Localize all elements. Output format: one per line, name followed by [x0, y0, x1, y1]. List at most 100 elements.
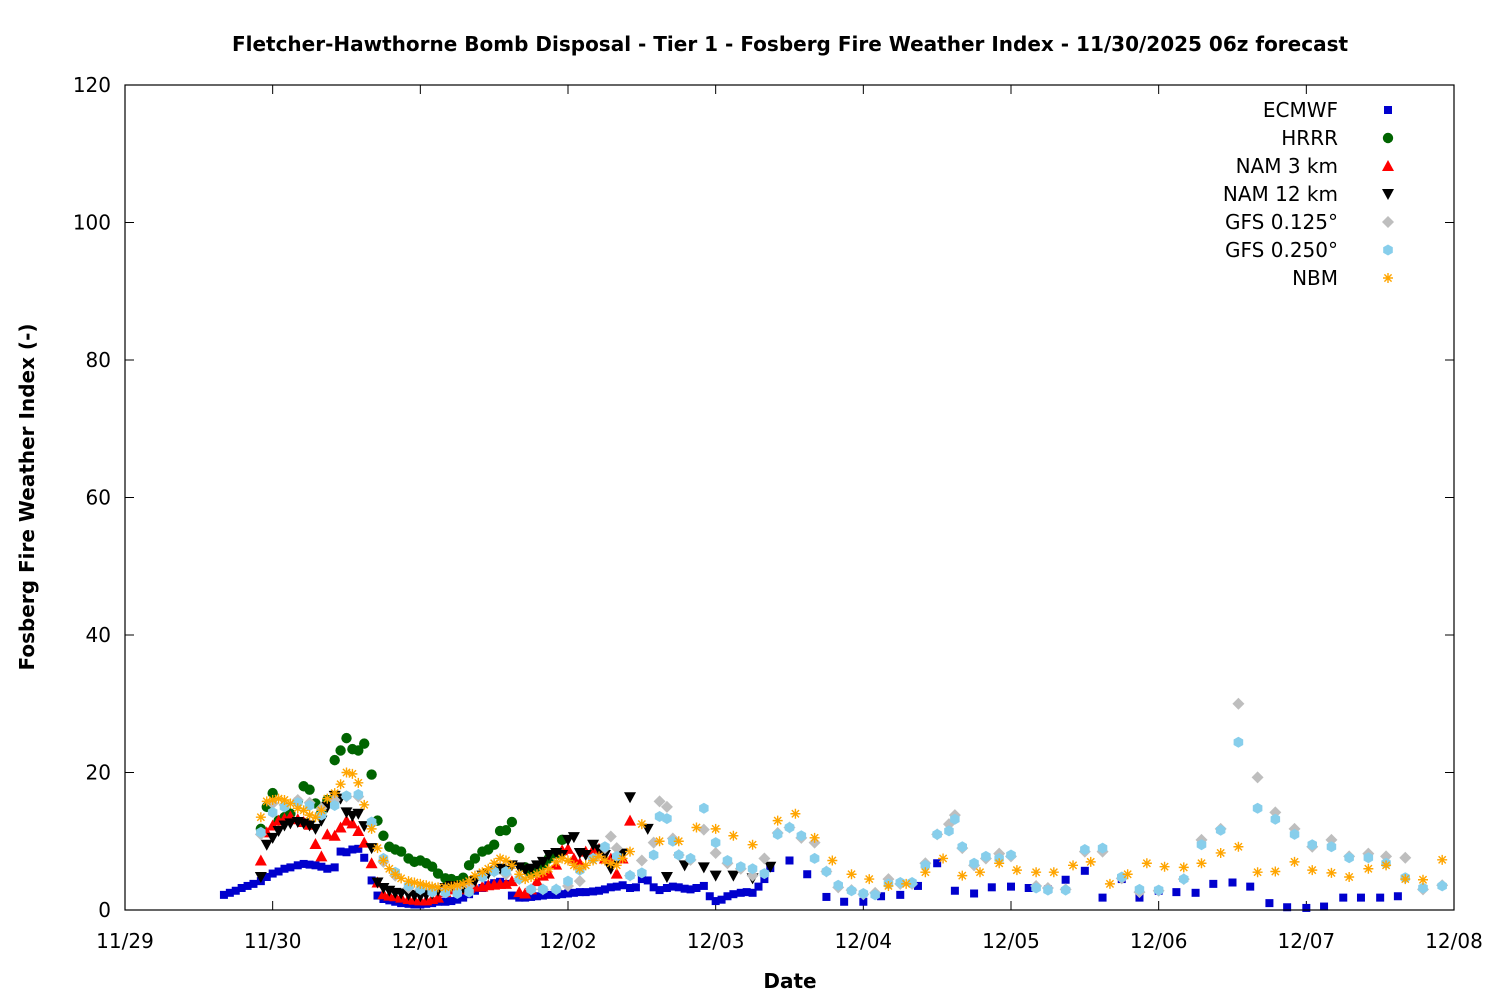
data-point: [883, 880, 894, 891]
data-point: [901, 878, 912, 889]
data-point: [293, 861, 302, 870]
data-point: [1283, 903, 1292, 912]
data-point: [840, 897, 849, 906]
data-point: [359, 799, 370, 810]
data-point: [699, 881, 708, 890]
data-point: [575, 888, 584, 897]
plot-markers: [219, 697, 1449, 912]
data-point: [785, 856, 794, 865]
data-point: [654, 811, 665, 822]
plot-frame: [124, 84, 1455, 911]
data-point: [950, 886, 959, 895]
data-point: [432, 868, 444, 879]
data-point: [321, 828, 334, 840]
x-axis-ticks: 11/29 11/30 12/01 12/02 12/03 12/04 12/05 12/06…: [96, 85, 1483, 953]
data-point: [649, 883, 658, 892]
data-point: [754, 882, 763, 891]
legend-marker: [1383, 273, 1393, 283]
data-point: [303, 820, 316, 832]
data-point: [469, 853, 481, 864]
data-point: [551, 856, 562, 867]
data-point: [697, 862, 710, 874]
data-point: [772, 828, 783, 840]
data-point: [612, 850, 622, 862]
data-point: [525, 863, 538, 875]
data-point: [1024, 884, 1033, 892]
data-point: [432, 891, 445, 903]
data-point: [538, 883, 548, 895]
data-point: [280, 864, 289, 873]
data-point: [1080, 844, 1090, 855]
chart-title: Fletcher-Hawthorne Bomb Disposal - Tier …: [232, 32, 1349, 56]
data-point: [1344, 872, 1355, 882]
data-point: [334, 821, 347, 833]
data-point: [483, 863, 494, 874]
data-point: [237, 884, 246, 892]
data-point: [353, 745, 364, 756]
data-point: [637, 867, 647, 879]
data-point: [1228, 878, 1237, 887]
data-point: [526, 883, 536, 895]
data-point: [699, 802, 709, 814]
data-point: [489, 858, 500, 869]
data-point: [505, 875, 518, 887]
data-point: [736, 888, 745, 897]
data-point: [527, 892, 536, 901]
data-point: [1098, 893, 1107, 902]
data-point: [531, 869, 542, 880]
data-point: [323, 864, 332, 873]
data-point: [821, 866, 832, 877]
data-point: [748, 888, 757, 897]
data-point: [595, 886, 604, 895]
data-point: [249, 879, 258, 888]
data-point: [477, 867, 488, 878]
data-point: [500, 855, 511, 866]
data-point: [637, 875, 646, 884]
data-point: [459, 893, 468, 902]
y-tick-label: 40: [86, 623, 111, 647]
data-point: [335, 779, 346, 790]
data-point: [500, 825, 512, 836]
data-point: [1196, 858, 1207, 869]
data-point: [353, 789, 364, 800]
data-point: [705, 892, 714, 901]
data-point: [573, 875, 586, 888]
data-point: [723, 892, 732, 901]
data-point: [272, 825, 285, 837]
data-point: [311, 861, 320, 870]
data-point: [274, 867, 283, 876]
data-point: [469, 870, 480, 881]
data-point: [544, 890, 553, 899]
data-point: [526, 872, 537, 882]
data-point: [1048, 867, 1059, 878]
data-point: [267, 795, 278, 805]
data-point: [458, 878, 469, 889]
data-point: [709, 870, 722, 882]
data-point: [822, 892, 831, 901]
data-point: [1232, 697, 1245, 710]
legend-marker: [1382, 160, 1394, 171]
data-point: [336, 847, 345, 856]
data-point: [624, 814, 637, 826]
data-point: [1060, 884, 1071, 896]
data-point: [1302, 903, 1311, 912]
y-tick-label: 100: [73, 211, 111, 235]
data-point: [648, 849, 659, 861]
data-point: [304, 800, 315, 811]
y-tick-label: 60: [86, 486, 111, 510]
x-tick-label: 12/08: [1425, 929, 1483, 953]
data-point: [225, 888, 234, 897]
data-point: [660, 872, 673, 883]
data-point: [433, 882, 444, 893]
y-tick-label: 80: [86, 348, 111, 372]
data-point: [635, 854, 648, 867]
data-point: [981, 850, 991, 862]
data-point: [1178, 862, 1189, 873]
data-point: [920, 867, 931, 878]
data-point: [685, 852, 696, 864]
data-point: [352, 824, 365, 836]
data-point: [662, 813, 672, 825]
data-point: [366, 816, 377, 828]
data-point: [520, 874, 531, 885]
x-tick-label: 11/30: [244, 929, 302, 953]
